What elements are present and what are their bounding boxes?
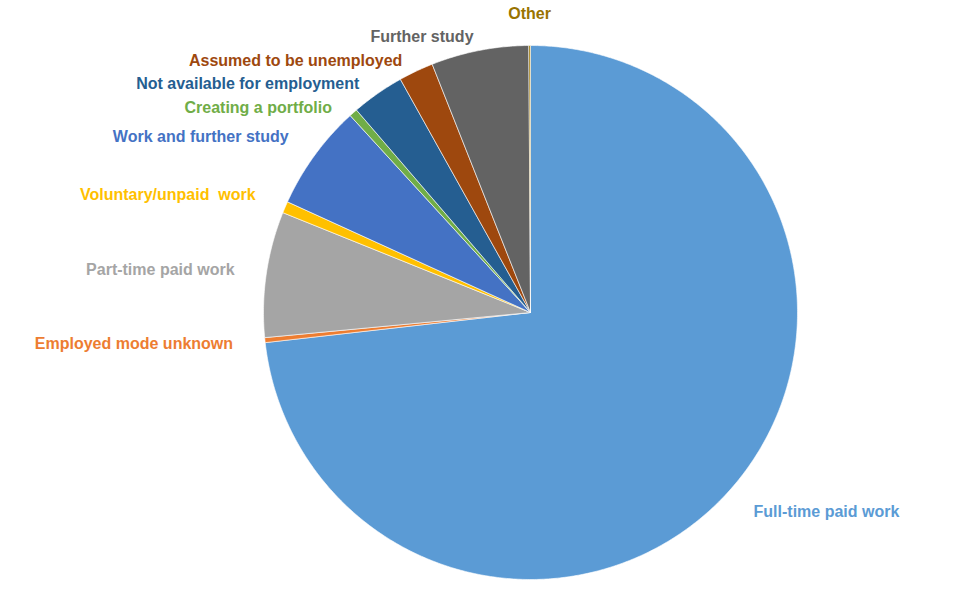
svg-text:Other: Other	[508, 5, 551, 22]
svg-text:Employed mode unknown: Employed mode unknown	[35, 335, 233, 352]
svg-text:Further study: Further study	[370, 28, 473, 45]
svg-text:Creating a portfolio: Creating a portfolio	[184, 99, 332, 116]
svg-text:Assumed to be unemployed: Assumed to be unemployed	[189, 52, 402, 69]
svg-text:Not available for employment: Not available for employment	[136, 75, 360, 92]
svg-text:Part-time paid work: Part-time paid work	[86, 261, 235, 278]
svg-text:Full-time paid work: Full-time paid work	[754, 503, 900, 520]
svg-text:Voluntary/unpaid work: Voluntary/unpaid work	[80, 186, 256, 203]
svg-text:Work and further study: Work and further study	[113, 128, 289, 145]
